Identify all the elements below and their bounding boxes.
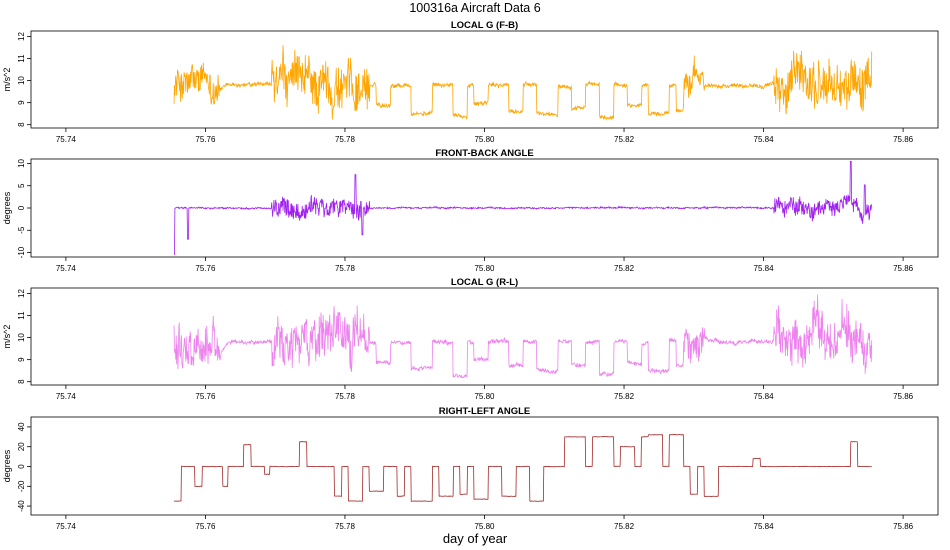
y-tick-label: 40 bbox=[17, 422, 26, 431]
plot-frame bbox=[30, 416, 939, 516]
panels: LOCAL G (F-B) m/s^2 75.74 75.76 75.78 75.80 75… bbox=[2, 20, 939, 531]
y-tick-label: 10 bbox=[17, 158, 26, 167]
y-tick-label: 12 bbox=[17, 289, 26, 298]
x-tick-label: 75.76 bbox=[195, 135, 216, 144]
panel-title: LOCAL G (F-B) bbox=[451, 20, 518, 31]
x-tick-label: 75.76 bbox=[195, 392, 216, 401]
plot-frame bbox=[30, 30, 939, 129]
x-tick-label: 75.84 bbox=[754, 135, 775, 144]
y-tick-label: 8 bbox=[17, 122, 26, 127]
y-tick-label: 11 bbox=[17, 311, 26, 320]
x-tick-label: 75.84 bbox=[754, 392, 775, 401]
x-tick-label: 75.78 bbox=[335, 264, 356, 273]
x-tick-label: 75.84 bbox=[754, 264, 775, 273]
x-tick-label: 75.80 bbox=[474, 135, 495, 144]
y-tick-label: 9 bbox=[17, 357, 26, 362]
x-tick-label: 75.84 bbox=[754, 522, 775, 531]
x-tick-label: 75.82 bbox=[614, 264, 635, 273]
y-tick-label: 8 bbox=[17, 379, 26, 384]
x-tick-label: 75.76 bbox=[195, 522, 216, 531]
x-tick-label: 75.80 bbox=[474, 522, 495, 531]
panel-2: FRONT-BACK ANGLE degrees 75.74 75.76 75.78 75… bbox=[2, 148, 939, 273]
x-tick-label: 75.78 bbox=[335, 522, 356, 531]
x-tick-label: 75.74 bbox=[56, 522, 77, 531]
x-tick-label: 75.80 bbox=[474, 264, 495, 273]
y-tick-label: 11 bbox=[17, 54, 26, 63]
plot-frame bbox=[30, 287, 939, 386]
y-tick-label: 12 bbox=[17, 32, 26, 41]
panel-title: RIGHT-LEFT ANGLE bbox=[439, 406, 530, 417]
y-axis-label: degrees bbox=[2, 191, 12, 224]
panel-4: RIGHT-LEFT ANGLE degrees 75.74 75.76 75.78 75… bbox=[2, 406, 939, 531]
x-tick-label: 75.74 bbox=[56, 392, 77, 401]
y-tick-label: 10 bbox=[17, 333, 26, 342]
series-line bbox=[173, 294, 873, 379]
x-tick-label: 75.78 bbox=[335, 135, 356, 144]
series-line bbox=[173, 434, 872, 502]
x-tick-label: 75.82 bbox=[614, 135, 635, 144]
x-tick-label: 75.78 bbox=[335, 392, 356, 401]
x-tick-label: 75.74 bbox=[56, 135, 77, 144]
x-tick-label: 75.86 bbox=[893, 135, 914, 144]
y-tick-label: 10 bbox=[17, 76, 26, 85]
y-axis-label: degrees bbox=[2, 449, 12, 482]
x-tick-label: 75.80 bbox=[474, 392, 495, 401]
x-tick-label: 75.76 bbox=[195, 264, 216, 273]
x-tick-label: 75.86 bbox=[893, 264, 914, 273]
figure-title: 100316a Aircraft Data 6 bbox=[409, 1, 540, 15]
panel-title: LOCAL G (R-L) bbox=[451, 277, 518, 288]
x-axis-label: day of year bbox=[443, 531, 508, 546]
x-tick-label: 75.86 bbox=[893, 522, 914, 531]
y-tick-label: -20 bbox=[17, 480, 26, 492]
y-tick-label: 0 bbox=[17, 464, 26, 469]
y-tick-label: 20 bbox=[17, 442, 26, 451]
x-tick-label: 75.74 bbox=[56, 264, 77, 273]
series-line bbox=[174, 160, 873, 256]
y-tick-label: -40 bbox=[17, 500, 26, 512]
x-tick-label: 75.86 bbox=[893, 392, 914, 401]
x-tick-label: 75.82 bbox=[614, 392, 635, 401]
y-tick-label: 5 bbox=[17, 183, 26, 188]
y-tick-label: 9 bbox=[17, 100, 26, 105]
y-tick-label: -10 bbox=[17, 246, 26, 258]
y-tick-label: -5 bbox=[17, 226, 26, 234]
y-tick-label: 0 bbox=[17, 205, 26, 210]
panel-title: FRONT-BACK ANGLE bbox=[435, 148, 533, 159]
y-axis-label: m/s^2 bbox=[2, 325, 12, 349]
series-line bbox=[173, 45, 873, 121]
y-axis-label: m/s^2 bbox=[2, 68, 12, 92]
panel-3: LOCAL G (R-L) m/s^2 75.74 75.76 75.78 75.80 75… bbox=[2, 277, 939, 401]
panel-1: LOCAL G (F-B) m/s^2 75.74 75.76 75.78 75.80 75… bbox=[2, 20, 939, 144]
x-tick-label: 75.82 bbox=[614, 522, 635, 531]
